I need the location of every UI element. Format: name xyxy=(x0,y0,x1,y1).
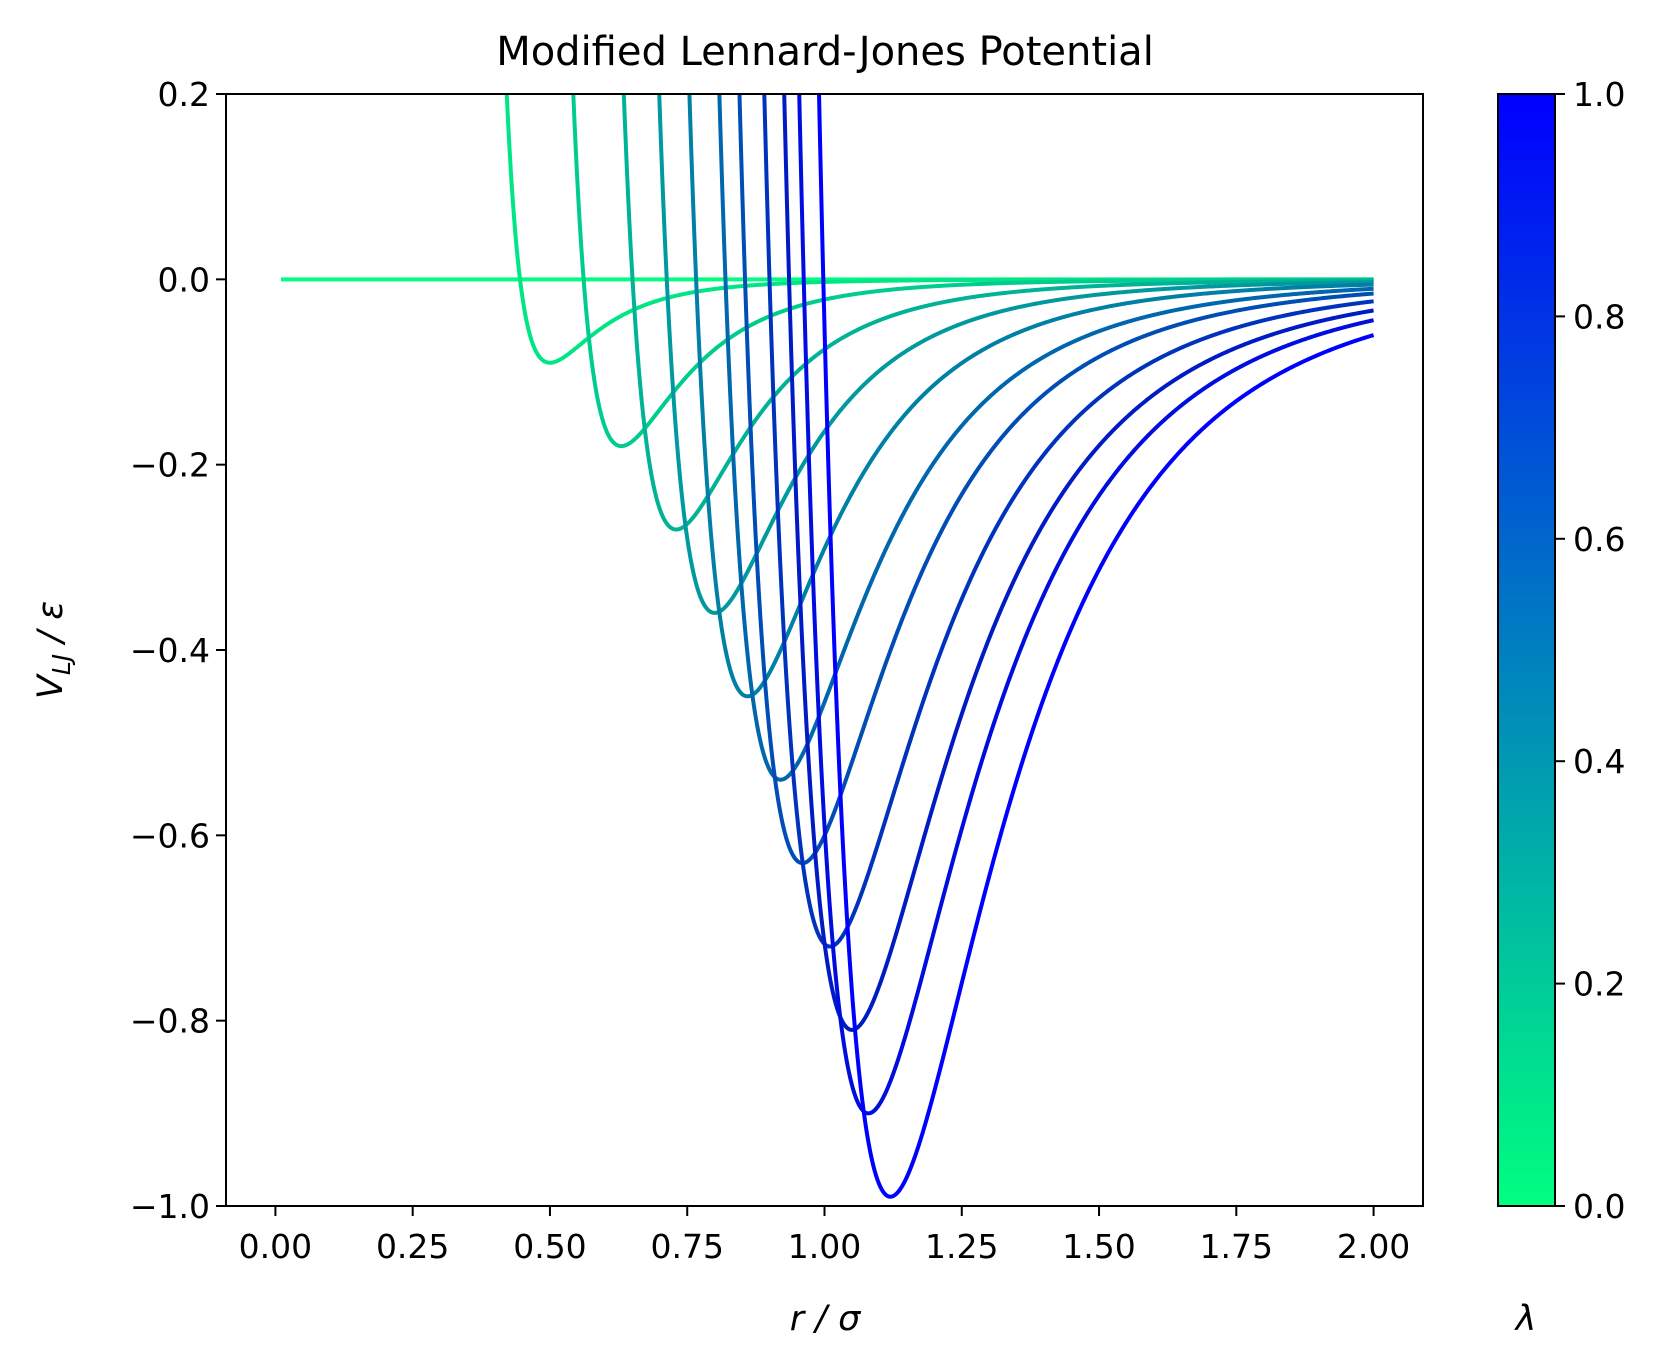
x-tick-label: 0.50 xyxy=(513,1227,586,1266)
x-tick-label: 0.00 xyxy=(239,1227,312,1266)
series-line-lambda-0_95 xyxy=(797,94,1375,1116)
colorbar-label: λ xyxy=(1514,1299,1537,1339)
series-line-lambda-0_4 xyxy=(657,94,1375,615)
colorbar-tick-label: 0.6 xyxy=(1573,520,1625,559)
x-tick-label: 1.25 xyxy=(925,1227,998,1266)
colorbar xyxy=(1497,93,1556,1207)
y-axis: −1.0 −0.8 −0.6 −0.4 −0.2 0.0 0.2 xyxy=(130,75,226,1226)
colorbar-axis: 0.0 0.2 0.4 0.6 0.8 1.0 xyxy=(1555,75,1625,1226)
y-tick-label: −0.2 xyxy=(130,446,210,485)
series-line-lambda-0_6 xyxy=(717,94,1375,782)
colorbar-tick-label: 0.8 xyxy=(1573,297,1625,336)
series-line-lambda-0_7 xyxy=(737,94,1375,866)
y-tick-label: −0.4 xyxy=(130,631,210,670)
colorbar-tick-label: 0.2 xyxy=(1573,965,1625,1004)
y-tick-label: 0.0 xyxy=(158,260,210,299)
colorbar-tick-label: 1.0 xyxy=(1573,75,1625,114)
x-axis: 0.00 0.25 0.50 0.75 1.00 1.25 1.50 1.75 2.00 xyxy=(239,1206,1410,1266)
y-tick-label: 0.2 xyxy=(158,75,210,114)
series-layer xyxy=(280,94,1375,1199)
series-line-lambda-0_9 xyxy=(782,94,1375,1032)
x-tick-label: 1.50 xyxy=(1062,1227,1135,1266)
series-line-lambda-0_3 xyxy=(621,94,1375,532)
series-line-lambda-1 xyxy=(817,94,1375,1199)
chart-title: Modified Lennard-Jones Potential xyxy=(496,29,1154,75)
colorbar-tick-label: 0.0 xyxy=(1573,1187,1625,1226)
x-tick-label: 1.75 xyxy=(1200,1227,1273,1266)
series-line-lambda-0_8 xyxy=(762,94,1375,949)
y-tick-label: −0.6 xyxy=(130,816,210,855)
x-axis-label: r / σ xyxy=(790,1299,862,1339)
colorbar-tick-label: 0.4 xyxy=(1573,742,1625,781)
y-axis-label: VLJ / ε xyxy=(31,601,76,699)
y-tick-label: −1.0 xyxy=(130,1187,210,1226)
y-tick-label: −0.8 xyxy=(130,1002,210,1041)
series-line-lambda-0_2 xyxy=(571,94,1375,449)
x-tick-label: 0.25 xyxy=(376,1227,449,1266)
x-tick-label: 0.75 xyxy=(650,1227,723,1266)
x-tick-label: 1.00 xyxy=(788,1227,861,1266)
x-tick-label: 2.00 xyxy=(1337,1227,1410,1266)
series-line-lambda-0_5 xyxy=(687,94,1375,699)
